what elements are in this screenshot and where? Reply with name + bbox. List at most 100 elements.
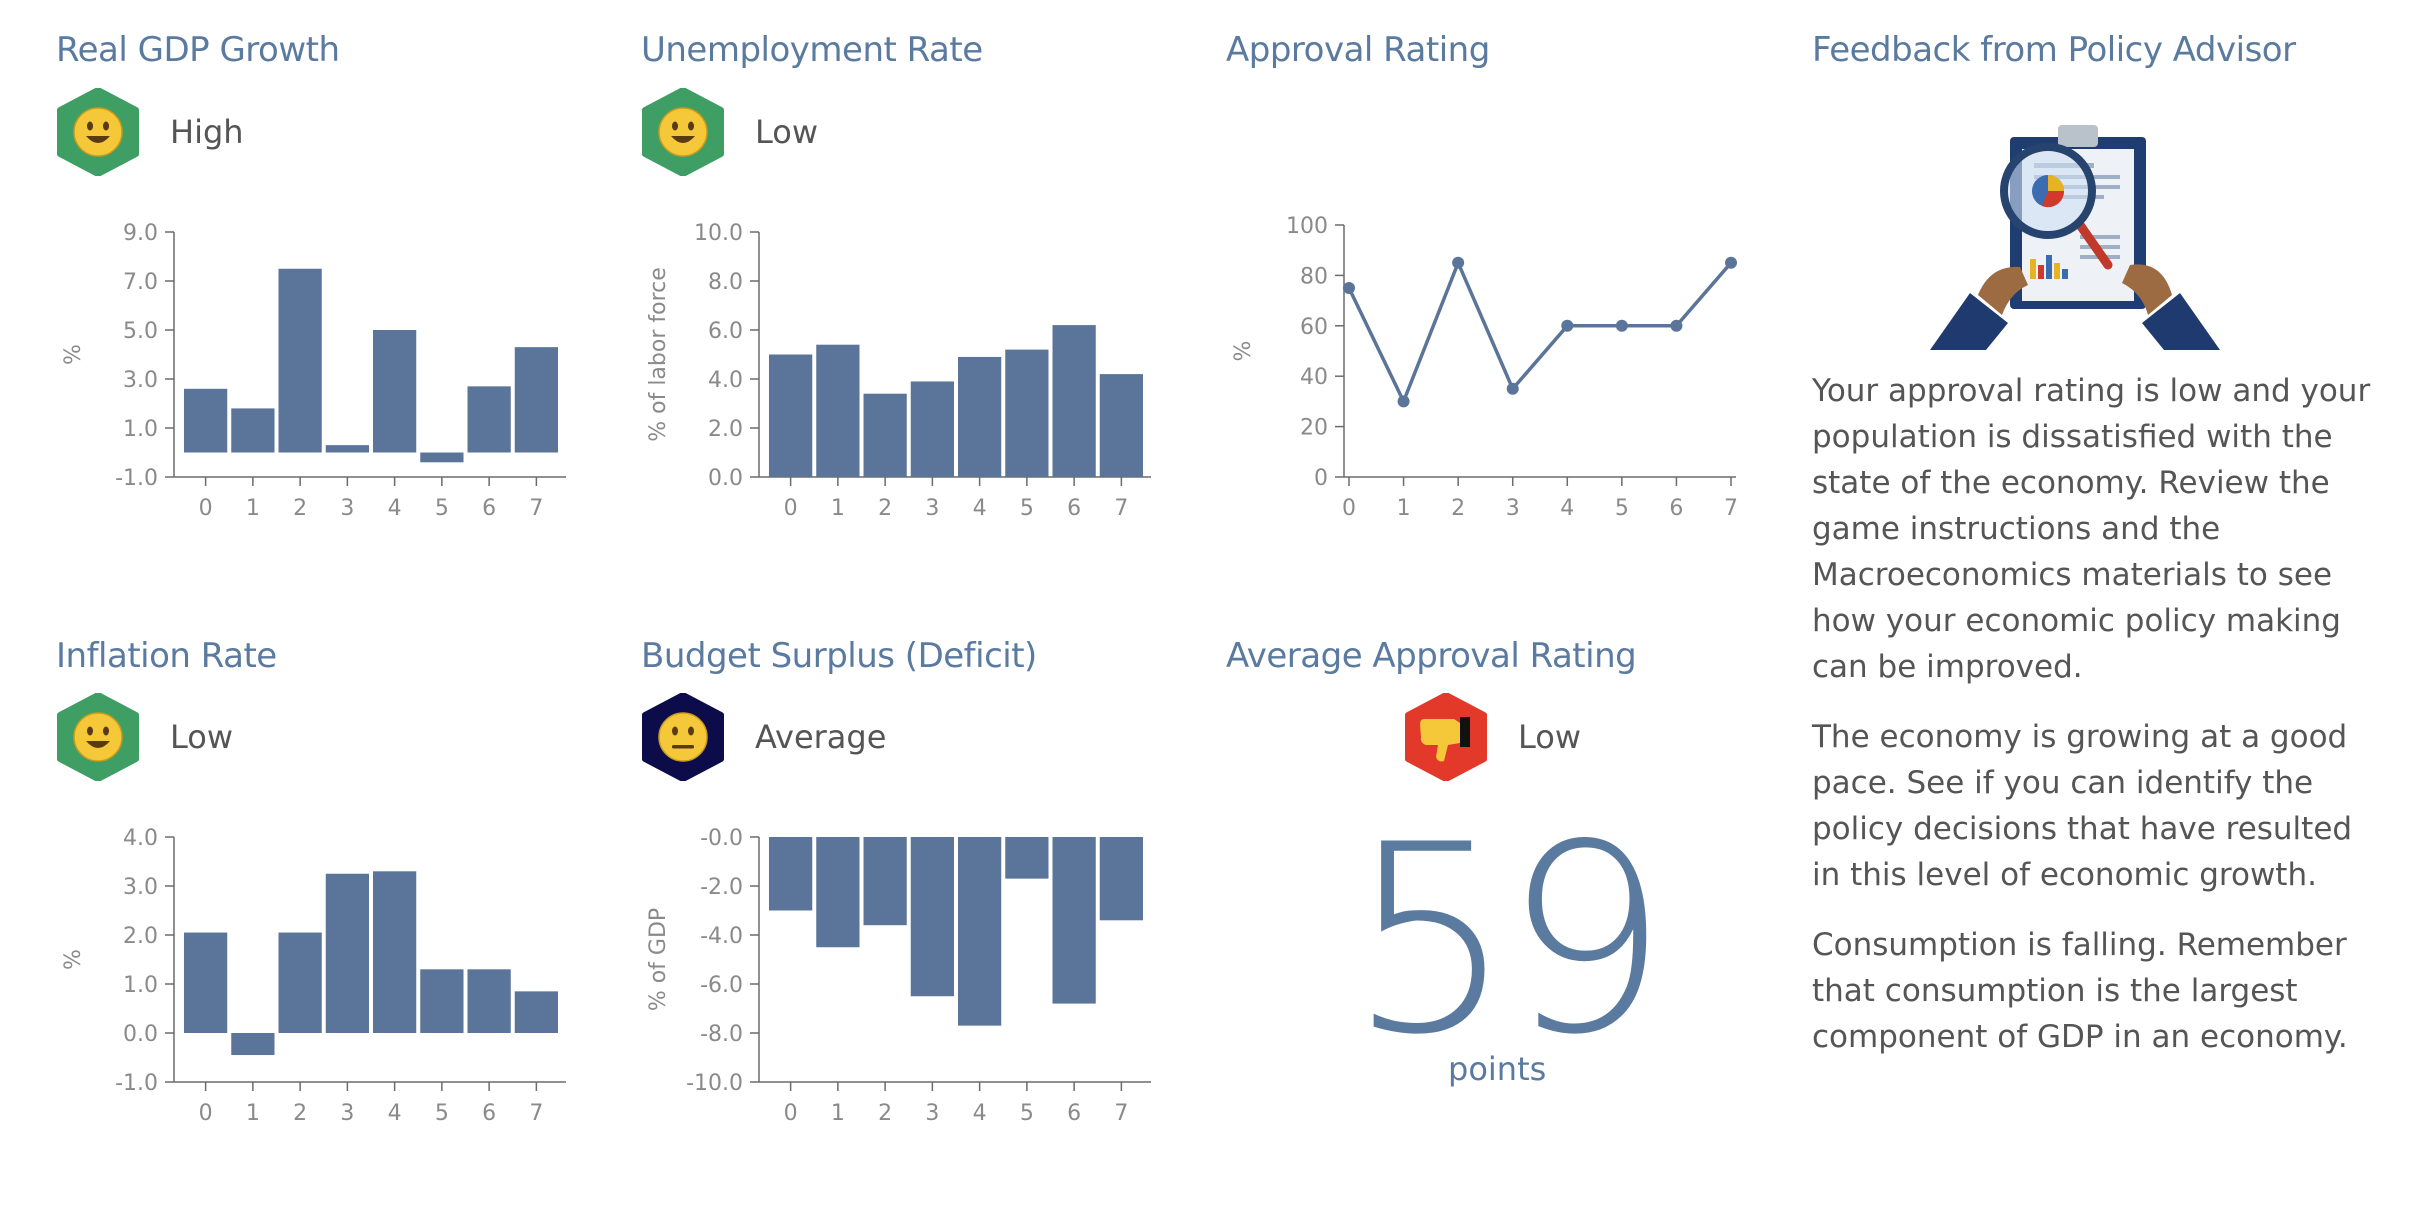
feedback-text: Your approval rating is low and your pop… [1812,368,2372,1084]
budget-x-tick-label: 7 [1114,1101,1128,1126]
budget-x-tick-label: 1 [831,1101,845,1126]
smiley-happy-icon [642,88,724,176]
approval-point [1561,319,1574,332]
gdp-bar [325,445,369,453]
inflation-x-tick-label: 1 [246,1101,260,1126]
inflation-x-tick-label: 4 [388,1101,402,1126]
budget-bar [769,837,813,911]
approval-x-tick-label: 2 [1451,496,1465,521]
avg-approval-value: 59 [1348,790,1669,1092]
budget-bar [910,837,954,997]
inflation-y-label: % [61,949,86,970]
avg-approval-status-label: Low [1518,718,1582,756]
budget-y-tick-label: -0.0 [700,826,743,851]
budget-bar [863,837,907,926]
budget-x-tick-label: 6 [1067,1101,1081,1126]
inflation-y-tick-label: 2.0 [123,924,158,949]
inflation-bar [231,1033,275,1056]
budget-x-tick-label: 2 [878,1101,892,1126]
inflation-x-tick-label: 2 [293,1101,307,1126]
gdp-x-tick-label: 2 [293,496,307,521]
inflation-y-tick-label: 4.0 [123,826,158,851]
gdp-bar [373,330,417,453]
smiley-happy-icon [57,88,139,176]
avg-approval-title: Average Approval Rating [1226,636,1637,676]
unemployment-bar [816,344,860,477]
unemployment-bar [863,393,907,477]
avg-approval-status: Low [1404,693,1581,781]
approval-y-tick-label: 60 [1300,315,1328,340]
inflation-bar [278,932,322,1033]
approval-y-tick-label: 0 [1314,466,1328,491]
budget-y-tick-label: -4.0 [700,924,743,949]
approval-point [1670,319,1683,332]
approval-x-tick-label: 4 [1560,496,1574,521]
budget-bar [958,837,1002,1026]
unemployment-bar [1052,325,1096,477]
unemployment-bar [910,381,954,477]
budget-y-tick-label: -2.0 [700,875,743,900]
inflation-x-tick-label: 5 [435,1101,449,1126]
gdp-y-tick-label: 1.0 [123,417,158,442]
inflation-status-label: Low [170,718,234,756]
gdp-status-label: High [170,113,244,151]
approval-point [1506,382,1519,395]
unemployment-x-tick-label: 6 [1067,496,1081,521]
inflation-y-tick-label: -1.0 [115,1071,158,1096]
gdp-y-tick-label: 9.0 [123,221,158,246]
approval-title: Approval Rating [1226,30,1490,70]
feedback-paragraph: The economy is growing at a good pace. S… [1812,719,2353,893]
approval-y-label: % [1231,341,1256,362]
budget-y-tick-label: -8.0 [700,1022,743,1047]
unemployment-y-tick-label: 6.0 [708,319,743,344]
unemployment-y-tick-label: 2.0 [708,417,743,442]
budget-x-tick-label: 4 [973,1101,987,1126]
unemployment-status: Low [641,88,818,176]
thumbs-down-icon [1405,693,1487,781]
approval-x-tick-label: 7 [1724,496,1738,521]
approval-point [1452,256,1465,269]
gdp-y-tick-label: -1.0 [115,466,158,491]
budget-status: Average [641,693,886,781]
gdp-x-tick-label: 7 [529,496,543,521]
inflation-y-tick-label: 1.0 [123,973,158,998]
feedback-paragraph: Your approval rating is low and your pop… [1812,373,2371,685]
inflation-status: Low [56,693,233,781]
inflation-bar [184,932,228,1033]
gdp-x-tick-label: 1 [246,496,260,521]
inflation-bar [514,991,558,1033]
inflation-y-tick-label: 3.0 [123,875,158,900]
inflation-x-tick-label: 0 [199,1101,213,1126]
approval-point [1725,256,1737,269]
feedback-paragraph: Consumption is falling. Remember that co… [1812,927,2348,1055]
approval-y-tick-label: 40 [1300,365,1328,390]
inflation-bar [325,873,369,1033]
budget-bar [816,837,860,948]
approval-chart: 100 80 60 40 20 00 1 2 3 4 5 6 7% [1231,214,1738,521]
unemployment-x-tick-label: 3 [925,496,939,521]
gdp-bar [231,408,275,453]
approval-y-tick-label: 100 [1286,214,1328,239]
budget-chart: -0.0 -2.0 -4.0 -6.0 -8.0 -10.0 0 1 2 3 4 5 6 7 % of GD… [646,826,1151,1126]
gdp-y-tick-label: 3.0 [123,368,158,393]
gdp-bar [514,347,558,453]
budget-x-tick-label: 3 [925,1101,939,1126]
approval-point [1397,395,1410,408]
inflation-bar [420,969,464,1033]
inflation-x-tick-label: 6 [482,1101,496,1126]
budget-y-tick-label: -6.0 [700,973,743,998]
budget-bar [1005,837,1049,879]
gdp-bar [278,268,322,453]
unemployment-x-tick-label: 5 [1020,496,1034,521]
unemployment-bar [769,354,813,477]
approval-x-tick-label: 3 [1506,496,1520,521]
budget-status-label: Average [755,718,887,756]
gdp-bar [184,388,228,453]
gdp-x-tick-label: 5 [435,496,449,521]
feedback-title: Feedback from Policy Advisor [1812,30,2296,70]
unemployment-x-tick-label: 2 [878,496,892,521]
approval-point [1615,319,1628,332]
gdp-x-tick-label: 3 [340,496,354,521]
approval-series-line [1347,258,1733,406]
unemployment-y-label: % of labor force [646,267,671,442]
